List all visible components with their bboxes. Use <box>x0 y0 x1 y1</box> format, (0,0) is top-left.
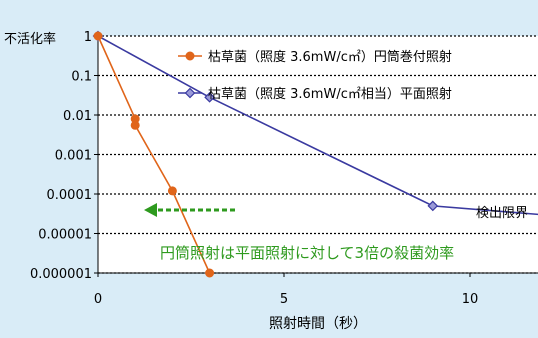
x-tick-label-2: 10 <box>462 292 479 307</box>
y-tick-label-4: 0.0001 <box>47 188 93 203</box>
x-tick-label-1: 5 <box>280 292 288 307</box>
series-0-point-2 <box>130 120 140 130</box>
efficiency-note: 円筒照射は平面照射に対して3倍の殺菌効率 <box>160 244 454 262</box>
series-1-point-2 <box>427 200 439 212</box>
series-1-point-1 <box>204 91 215 103</box>
series-0-point-3 <box>167 186 177 196</box>
legend-label-0: 枯草菌（照度 3.6mW/c㎡）円筒巻付照射 <box>208 49 452 65</box>
y-tick-label-5: 0.00001 <box>38 228 92 243</box>
legend-marker-1 <box>184 87 196 99</box>
y-tick-label-2: 0.01 <box>63 109 92 124</box>
series-line-1 <box>97 35 538 216</box>
legend-label-1: 枯草菌（照度 3.6mW/c㎡相当）平面照射 <box>208 86 452 102</box>
y-tick-label-3: 0.001 <box>55 149 92 164</box>
y-tick-label-0: 1 <box>84 30 92 45</box>
efficiency-arrow-head <box>144 203 157 217</box>
series-group <box>92 30 538 278</box>
x-tick-label-0: 0 <box>94 292 102 307</box>
detection-limit-label: 検出限界 <box>476 206 528 221</box>
legend-marker-0 <box>185 51 195 61</box>
efficiency-arrow <box>144 203 238 217</box>
series-0-point-0 <box>93 31 103 41</box>
series-0-point-4 <box>205 268 215 278</box>
x-tick-labels: 0510152025 <box>94 292 479 307</box>
y-axis-label: 不活化率 <box>4 31 56 47</box>
y-tick-label-1: 0.1 <box>71 70 92 85</box>
x-axis-label: 照射時間（秒） <box>269 316 367 332</box>
y-tick-label-6: 0.000001 <box>30 267 92 282</box>
y-tick-labels: 1 0.1 0.01 0.001 0.0001 0.00001 0.000001 <box>30 30 92 282</box>
